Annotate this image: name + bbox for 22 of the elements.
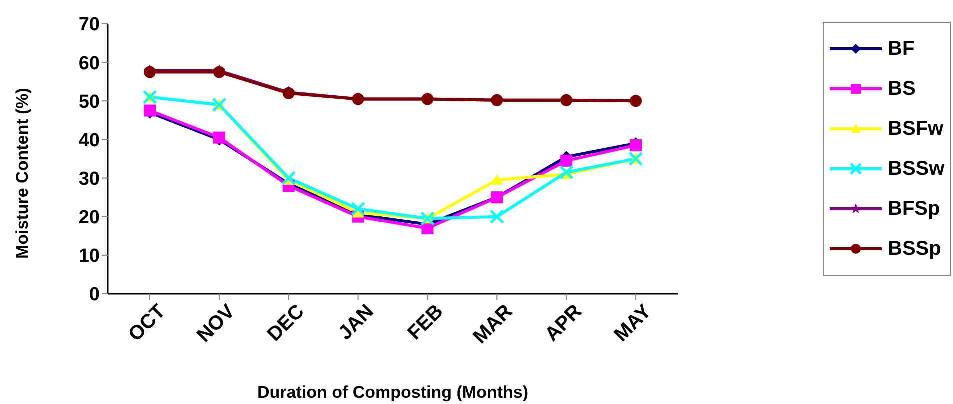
legend-label: BF [888, 38, 915, 60]
y-tick-label: 70 [78, 14, 100, 36]
y-tick-label: 30 [78, 169, 100, 190]
point [490, 210, 504, 224]
y-axis-title: Moisture Content (%) [13, 88, 32, 259]
y-tick-label: 40 [78, 130, 100, 152]
legend-label: BS [888, 78, 916, 100]
point [560, 154, 573, 167]
x-axis-title: Duration of Composting (Months) [257, 383, 529, 402]
y-tick-label: 0 [89, 284, 100, 306]
y-tick-label: 50 [78, 92, 100, 113]
y-tick-label: 20 [78, 208, 100, 229]
legend-label: BSFw [888, 118, 944, 140]
point [282, 171, 296, 186]
y-tick-label: 10 [78, 246, 100, 268]
point [559, 165, 574, 180]
point [491, 174, 504, 186]
legend-label: BSSp [888, 238, 942, 260]
point [351, 202, 366, 216]
legend-label: BFSp [888, 198, 940, 220]
y-tick-label: 60 [78, 53, 100, 74]
legend-label: BSSw [888, 158, 945, 180]
